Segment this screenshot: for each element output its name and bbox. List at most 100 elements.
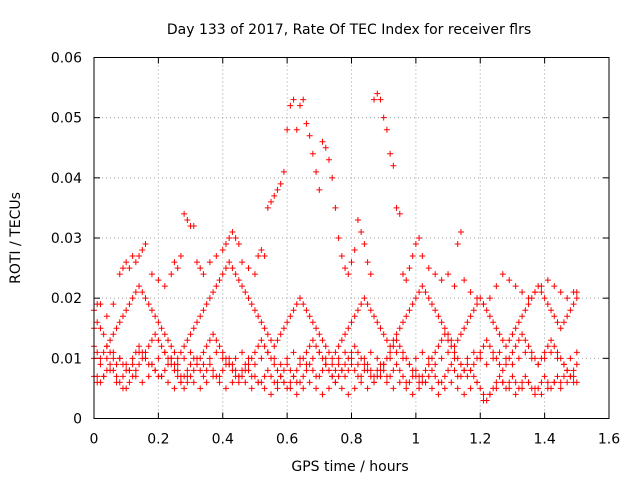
data-point xyxy=(364,385,371,392)
data-point xyxy=(261,343,268,350)
data-point xyxy=(226,361,233,368)
data-point xyxy=(506,385,513,392)
data-point xyxy=(235,373,242,380)
data-point xyxy=(332,204,339,211)
data-point xyxy=(451,343,458,350)
data-point xyxy=(284,355,291,362)
data-point xyxy=(493,283,500,290)
data-point xyxy=(454,385,461,392)
data-point xyxy=(303,307,310,314)
data-point xyxy=(474,301,481,308)
data-point xyxy=(264,204,271,211)
data-point xyxy=(158,373,165,380)
data-point xyxy=(348,355,355,362)
data-point xyxy=(406,307,413,314)
data-point xyxy=(119,313,126,320)
data-point xyxy=(261,385,268,392)
data-point xyxy=(268,391,275,398)
data-point xyxy=(293,301,300,308)
data-point xyxy=(499,367,506,374)
data-point xyxy=(271,343,278,350)
data-point xyxy=(168,271,175,278)
data-point xyxy=(309,337,316,344)
data-point xyxy=(390,385,397,392)
plot-frame xyxy=(93,57,610,419)
data-point xyxy=(184,373,191,380)
data-point xyxy=(251,349,258,356)
data-point xyxy=(161,367,168,374)
data-point xyxy=(441,373,448,380)
data-point xyxy=(184,337,191,344)
data-point xyxy=(480,301,487,308)
data-point xyxy=(512,343,519,350)
data-point xyxy=(544,385,551,392)
data-point xyxy=(284,126,291,133)
data-point xyxy=(409,391,416,398)
data-point xyxy=(280,379,287,386)
x-tick-label: 0 xyxy=(90,432,99,448)
data-point xyxy=(300,301,307,308)
data-point xyxy=(94,373,101,380)
data-point xyxy=(351,247,358,254)
data-point xyxy=(264,349,271,356)
data-point xyxy=(161,283,168,290)
data-point xyxy=(406,265,413,272)
data-point xyxy=(132,259,139,266)
data-point xyxy=(297,355,303,362)
data-point xyxy=(216,373,223,380)
data-point xyxy=(348,259,355,266)
data-point xyxy=(557,385,564,392)
data-point xyxy=(506,337,513,344)
data-point xyxy=(168,355,175,362)
data-point xyxy=(525,301,532,308)
data-point xyxy=(425,361,432,368)
data-point xyxy=(509,373,516,380)
data-point xyxy=(432,307,439,314)
data-point xyxy=(116,271,123,278)
data-point xyxy=(297,361,303,368)
data-point xyxy=(535,361,542,368)
data-point xyxy=(419,283,426,290)
data-point xyxy=(361,295,368,302)
data-point xyxy=(242,367,249,374)
data-point xyxy=(515,337,522,344)
data-point xyxy=(245,355,252,362)
data-point xyxy=(560,361,567,368)
data-point xyxy=(383,337,390,344)
data-point xyxy=(100,373,107,380)
data-point xyxy=(531,385,538,392)
data-point xyxy=(470,349,477,356)
data-point xyxy=(551,313,558,320)
data-point xyxy=(100,349,107,356)
data-point xyxy=(190,325,197,332)
data-point xyxy=(396,210,403,217)
data-point xyxy=(213,349,220,356)
data-point xyxy=(171,385,178,392)
data-point xyxy=(203,301,210,308)
data-point xyxy=(97,301,104,308)
data-point xyxy=(129,355,136,362)
data-point xyxy=(251,361,258,368)
data-point xyxy=(184,379,191,386)
data-point xyxy=(280,367,287,374)
data-point xyxy=(538,283,545,290)
data-point xyxy=(448,361,455,368)
data-point xyxy=(255,379,262,386)
data-point xyxy=(400,319,406,326)
data-point xyxy=(548,307,555,314)
data-point xyxy=(486,313,493,320)
data-point xyxy=(152,367,159,374)
data-point xyxy=(544,379,551,386)
data-point xyxy=(264,331,271,338)
data-point xyxy=(136,343,143,350)
data-point xyxy=(239,259,246,266)
data-point xyxy=(345,271,352,278)
data-point xyxy=(457,361,464,368)
data-point xyxy=(364,259,371,266)
data-point xyxy=(222,265,229,272)
data-point xyxy=(406,361,413,368)
data-point xyxy=(319,367,326,374)
data-point xyxy=(184,216,191,223)
data-point xyxy=(194,361,200,368)
data-point xyxy=(412,241,419,248)
